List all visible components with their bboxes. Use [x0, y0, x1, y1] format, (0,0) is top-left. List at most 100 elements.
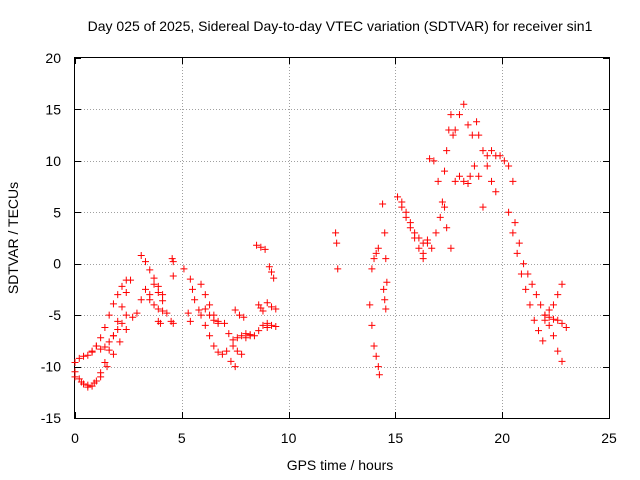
data-point [505, 162, 513, 170]
data-point [122, 276, 130, 284]
series-arc-ar [541, 316, 566, 365]
data-point [380, 285, 388, 293]
data-point [554, 347, 562, 355]
x-tick-label: 0 [71, 430, 79, 446]
data-point [118, 303, 126, 311]
series-arc-ao [505, 208, 547, 345]
series-arc-j [180, 265, 203, 314]
data-point [229, 342, 237, 350]
tick-labels: 0 5 10 15 20 25 -15 -10 -5 0 5 10 15 20 [41, 50, 617, 446]
data-point [191, 296, 199, 304]
data-point [464, 179, 472, 187]
data-point [475, 131, 483, 139]
data-point [150, 280, 158, 288]
series-arc-x [263, 299, 280, 313]
data-point [92, 342, 100, 350]
data-point [206, 311, 214, 319]
data-point [101, 323, 109, 331]
series-arc-c [71, 313, 137, 389]
data-point [238, 350, 246, 358]
data-point [524, 270, 532, 278]
series-arc-m [197, 311, 226, 358]
data-point [223, 347, 231, 355]
data-point [146, 296, 154, 304]
y-tick-label: 0 [53, 256, 61, 272]
series-arc-aj [451, 100, 481, 139]
data-point [122, 326, 130, 334]
data-point [109, 350, 117, 358]
data-point [451, 126, 459, 134]
data-point [101, 343, 109, 351]
data-point [537, 301, 545, 309]
y-tick-label: 20 [45, 50, 61, 66]
data-point [455, 172, 463, 180]
axis-ticks [75, 58, 610, 419]
data-point [426, 155, 434, 163]
data-point [159, 297, 167, 305]
data-point [372, 249, 380, 257]
data-point [137, 296, 145, 304]
data-point [447, 111, 455, 119]
data-point [109, 332, 117, 340]
data-point [210, 316, 218, 324]
data-point [333, 239, 341, 247]
data-point [394, 193, 402, 201]
data-point [430, 157, 438, 165]
data-point [184, 309, 192, 317]
data-point [261, 245, 269, 253]
data-point [372, 352, 380, 360]
data-point [238, 332, 246, 340]
series-arc-r [231, 306, 248, 321]
data-point [374, 363, 382, 371]
data-point [114, 291, 122, 299]
series-arc-aa [366, 301, 383, 379]
data-point [114, 317, 122, 325]
series-arc-n [201, 305, 222, 327]
data-point [214, 319, 222, 327]
data-point [554, 316, 562, 324]
data-point [375, 371, 383, 379]
data-point [259, 307, 267, 315]
data-point [116, 338, 124, 346]
data-point [77, 378, 85, 386]
series-arc-p [223, 347, 239, 371]
series-arc-ah [426, 155, 455, 252]
series-arc-s [242, 330, 254, 340]
data-point [434, 177, 442, 185]
data-point [382, 255, 390, 263]
data-point [225, 330, 233, 338]
series-arc-af [398, 203, 427, 263]
data-point [545, 313, 553, 321]
data-point [496, 152, 504, 160]
data-point [479, 147, 487, 155]
series-arc-ap [511, 219, 549, 319]
data-point [381, 296, 389, 304]
y-tick-label: -15 [41, 410, 61, 426]
data-point [169, 258, 177, 266]
data-point [398, 203, 406, 211]
data-point [105, 346, 113, 354]
x-tick-label: 20 [494, 430, 510, 446]
data-point [221, 319, 229, 327]
data-point [133, 309, 141, 317]
data-point [432, 229, 440, 237]
series-arc-w [265, 263, 278, 282]
y-axis-label: SDTVAR / TECUs [5, 182, 21, 294]
series-arc-ac [379, 200, 391, 286]
data-point [265, 263, 273, 271]
data-point [530, 316, 538, 324]
data-point [423, 239, 431, 247]
data-point [240, 313, 248, 321]
series-arc-ai [441, 111, 457, 175]
data-point [150, 301, 158, 309]
series-arc-ae [394, 193, 431, 247]
data-point [383, 278, 391, 286]
data-point [451, 177, 459, 185]
series-arc-o [221, 319, 254, 344]
series-arc-a [71, 276, 135, 391]
series-arc-ad [380, 285, 390, 313]
data-point [122, 311, 130, 319]
series-arc-z [332, 229, 342, 273]
data-point [206, 332, 214, 340]
